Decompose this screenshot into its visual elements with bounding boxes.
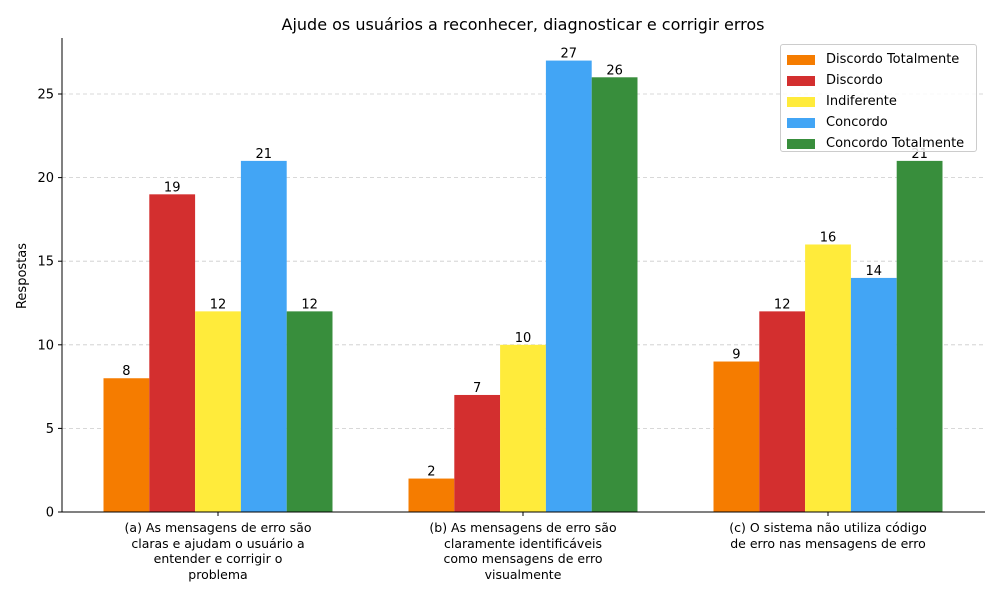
legend-swatch (787, 75, 815, 86)
legend-label: Indiferente (826, 94, 897, 109)
chart-title: Ajude os usuários a reconhecer, diagnost… (282, 15, 765, 34)
legend-swatch (787, 138, 815, 149)
data-label: 10 (515, 331, 532, 346)
legend-item: Discordo Totalmente (787, 49, 976, 70)
y-tick-label: 20 (37, 171, 54, 186)
y-tick-label: 5 (46, 422, 54, 437)
legend-swatch (787, 54, 815, 65)
legend-item: Concordo (787, 112, 976, 133)
x-tick-label: (c) O sistema não utiliza código de erro … (729, 520, 927, 551)
y-tick-label: 0 (46, 506, 54, 521)
legend-label: Discordo (826, 73, 883, 88)
bar (591, 77, 638, 512)
data-label: 12 (210, 297, 227, 312)
bar (896, 160, 943, 512)
legend-swatch (787, 117, 815, 128)
bar (408, 478, 455, 512)
y-tick-label: 15 (37, 255, 54, 270)
data-label: 2 (427, 465, 435, 480)
bar (713, 361, 760, 512)
bar (805, 244, 851, 513)
data-label: 26 (606, 63, 623, 78)
data-label: 19 (164, 180, 181, 195)
data-label: 12 (301, 297, 318, 312)
data-label: 9 (732, 348, 740, 363)
bar (500, 344, 546, 512)
y-tick-label: 10 (37, 338, 54, 353)
bar (454, 394, 501, 512)
y-axis-label: Respostas (15, 243, 30, 309)
data-label: 16 (820, 230, 837, 245)
bar (286, 311, 333, 512)
bar (545, 60, 592, 512)
legend-item: Discordo (787, 70, 976, 91)
legend-swatch (787, 96, 815, 107)
data-label: 12 (774, 297, 791, 312)
legend: Discordo Totalmente Discordo Indiferente Co… (780, 44, 977, 152)
legend-label: Concordo Totalmente (826, 136, 965, 151)
axes: 0 5 10 15 20 25 (37, 38, 985, 521)
bar (759, 311, 806, 512)
legend-label: Discordo Totalmente (826, 52, 960, 67)
legend-item: Indiferente (787, 91, 976, 112)
bar (850, 277, 897, 512)
legend-label: Concordo (826, 115, 888, 130)
bar (240, 160, 287, 512)
data-label: 7 (473, 381, 481, 396)
data-label: 8 (122, 364, 130, 379)
data-label: 27 (561, 47, 578, 62)
x-tick-label: (a) As mensagens de erro são claras e aju… (124, 520, 312, 582)
data-label: 21 (256, 147, 273, 162)
x-tick-label: (b) As mensagens de erro são claramente i… (429, 520, 617, 582)
bar (103, 378, 150, 512)
data-label: 14 (866, 264, 883, 279)
y-tick-label: 25 (37, 88, 54, 103)
bar (195, 311, 241, 512)
bar (149, 194, 196, 512)
legend-item: Concordo Totalmente (787, 133, 976, 154)
bars (103, 60, 943, 513)
